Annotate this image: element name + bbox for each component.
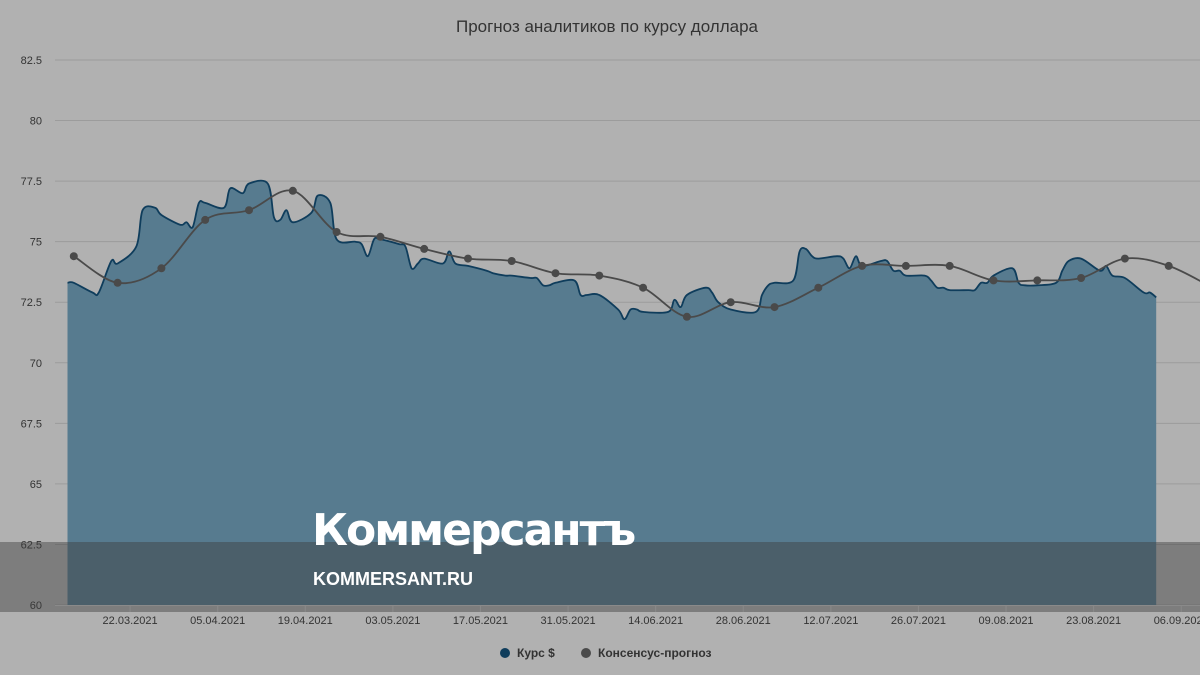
x-tick-label: 26.07.2021 — [891, 615, 946, 627]
consensus-point[interactable] — [464, 254, 472, 263]
x-tick-label: 05.04.2021 — [190, 615, 245, 627]
y-tick-label: 77.5 — [21, 176, 42, 188]
legend-marker-consensus — [581, 648, 591, 658]
consensus-point[interactable] — [770, 303, 779, 312]
x-axis-ticks: 22.03.2021 05.04.2021 19.04.2021 03.05.2021… — [103, 605, 1200, 627]
watermark-banner — [0, 542, 1200, 612]
y-tick-label: 67.5 — [21, 418, 42, 430]
watermark: Коммерсантъ KOMMERSANT.RU — [312, 505, 637, 589]
consensus-point[interactable] — [858, 261, 867, 270]
watermark-band — [0, 542, 1200, 612]
x-tick-label: 09.08.2021 — [979, 615, 1034, 627]
consensus-point[interactable] — [595, 271, 604, 280]
y-tick-label: 75 — [30, 237, 42, 249]
legend-marker-rate — [500, 648, 510, 658]
consensus-point[interactable] — [157, 264, 166, 273]
x-tick-label: 06.09.2021 — [1154, 615, 1200, 627]
x-tick-label: 17.05.2021 — [453, 615, 508, 627]
consensus-point[interactable] — [1077, 274, 1086, 282]
consensus-point[interactable] — [1164, 261, 1173, 270]
y-tick-label: 82.5 — [21, 55, 42, 67]
consensus-point[interactable] — [507, 257, 516, 265]
consensus-point[interactable] — [1120, 254, 1129, 263]
rate-area-fill — [67, 180, 1157, 606]
x-tick-label: 12.07.2021 — [803, 615, 858, 627]
watermark-brand: Коммерсантъ — [312, 505, 635, 556]
consensus-point[interactable] — [682, 312, 691, 321]
consensus-point[interactable] — [989, 276, 998, 285]
y-tick-label: 80 — [30, 116, 42, 128]
consensus-point[interactable] — [814, 283, 823, 292]
y-tick-label: 72.5 — [21, 297, 42, 309]
consensus-point[interactable] — [901, 261, 910, 270]
consensus-point[interactable] — [945, 261, 954, 270]
legend-item-consensus[interactable]: Консенсус-прогноз — [581, 646, 712, 660]
consensus-point[interactable] — [288, 186, 297, 195]
x-tick-label: 23.08.2021 — [1066, 615, 1121, 627]
watermark-url: KOMMERSANT.RU — [313, 569, 473, 589]
y-tick-label: 60 — [30, 600, 42, 612]
x-tick-label: 31.05.2021 — [541, 615, 596, 627]
y-tick-label: 62.5 — [21, 539, 42, 551]
rate-line[interactable] — [67, 179, 1157, 321]
y-tick-label: 65 — [30, 479, 42, 491]
consensus-point[interactable] — [376, 232, 385, 241]
consensus-point[interactable] — [201, 215, 210, 224]
x-tick-label: 03.05.2021 — [365, 615, 420, 627]
consensus-point[interactable] — [245, 206, 253, 215]
legend-label-consensus: Консенсус-прогноз — [598, 646, 712, 660]
x-tick-label: 22.03.2021 — [103, 615, 158, 627]
consensus-point[interactable] — [113, 278, 122, 287]
legend-label-rate: Курс $ — [517, 646, 555, 660]
x-tick-label: 14.06.2021 — [628, 615, 683, 627]
consensus-point[interactable] — [332, 228, 341, 236]
consensus-point[interactable] — [420, 244, 429, 253]
consensus-point[interactable] — [726, 298, 735, 307]
rate-area-series[interactable] — [67, 179, 1157, 606]
consensus-point[interactable] — [639, 283, 648, 292]
consensus-point[interactable] — [1033, 276, 1042, 285]
x-tick-label: 28.06.2021 — [716, 615, 771, 627]
consensus-point[interactable] — [551, 269, 560, 278]
legend-item-rate[interactable]: Курс $ — [500, 646, 555, 660]
y-axis-ticks: 60 62.5 65 67.5 70 72.5 75 77.5 80 82.5 — [21, 55, 42, 612]
y-tick-label: 70 — [30, 358, 42, 370]
x-tick-label: 19.04.2021 — [278, 615, 333, 627]
chart-title: Прогноз аналитиков по курсу доллара — [456, 17, 759, 36]
legend: Курс $ Консенсус-прогноз — [500, 646, 712, 660]
consensus-series[interactable] — [69, 186, 1200, 321]
consensus-point[interactable] — [69, 252, 78, 261]
